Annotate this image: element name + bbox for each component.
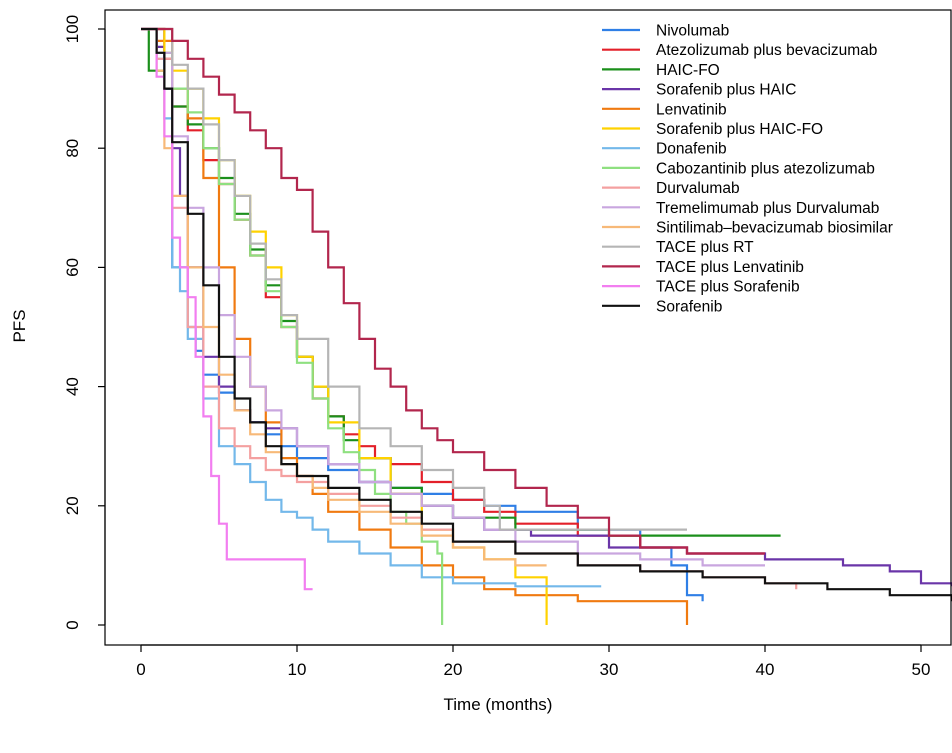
plot-area [141,27,952,625]
legend: Nivolumab Atezolizumab plus bevacizumab HA… [602,23,893,315]
y-tick-label: 40 [63,377,82,396]
y-axis-title: PFS [10,309,29,342]
legend-item: TACE plus Lenvatinib [602,259,804,276]
legend-item: Nivolumab [602,23,729,40]
legend-label: HAIC-FO [656,62,720,79]
legend-label: Durvalumab [656,180,740,197]
x-axis-title: Time (months) [444,695,553,714]
legend-item: Sorafenib plus HAIC [602,82,796,99]
legend-label: Atezolizumab plus bevacizumab [656,42,877,59]
y-tick-label: 80 [63,139,82,158]
legend-item: Sorafenib plus HAIC-FO [602,121,823,138]
legend-label: Lenvatinib [656,101,727,118]
legend-label: TACE plus Lenvatinib [656,259,804,276]
legend-item: Sintilimab–bevacizumab biosimilar [602,220,893,237]
legend-item: Durvalumab [602,180,740,197]
legend-item: Cabozantinib plus atezolizumab [602,160,875,177]
series-line-9 [141,27,765,567]
series-line-12 [141,27,765,555]
legend-label: Sorafenib plus HAIC [656,82,796,99]
legend-label: Sorafenib [656,298,722,315]
series-line-11 [141,27,687,531]
x-tick-label: 20 [444,660,463,679]
legend-item: HAIC-FO [602,62,720,79]
y-tick-label: 100 [63,15,82,43]
x-tick-label: 0 [136,660,145,679]
series-line-14 [141,27,952,602]
plot-frame [104,9,952,646]
x-tick-label: 10 [288,660,307,679]
legend-item: Lenvatinib [602,101,727,118]
legend-label: Donafenib [656,141,727,158]
legend-label: Nivolumab [656,23,729,40]
legend-label: Tremelimumab plus Durvalumab [656,200,879,217]
legend-item: TACE plus Sorafenib [602,279,800,296]
legend-label: Sorafenib plus HAIC-FO [656,121,823,138]
legend-item: Sorafenib [602,298,722,315]
series-line-13 [141,27,313,591]
legend-label: TACE plus RT [656,239,754,256]
legend-item: Donafenib [602,141,727,158]
y-tick-label: 60 [63,258,82,277]
legend-item: Atezolizumab plus bevacizumab [602,42,877,59]
legend-item: Tremelimumab plus Durvalumab [602,200,879,217]
legend-label: Sintilimab–bevacizumab biosimilar [656,220,893,237]
legend-label: TACE plus Sorafenib [656,279,800,296]
legend-label: Cabozantinib plus atezolizumab [656,160,875,177]
x-tick-label: 40 [756,660,775,679]
legend-item: TACE plus RT [602,239,754,256]
axes: 0 10 20 30 40 50 0 20 40 60 80 100 [63,9,952,679]
x-tick-label: 50 [912,660,931,679]
y-tick-label: 20 [63,496,82,515]
series-line-7 [141,27,444,625]
series-line-6 [141,27,602,588]
y-tick-label: 0 [63,620,82,629]
x-tick-label: 30 [600,660,619,679]
